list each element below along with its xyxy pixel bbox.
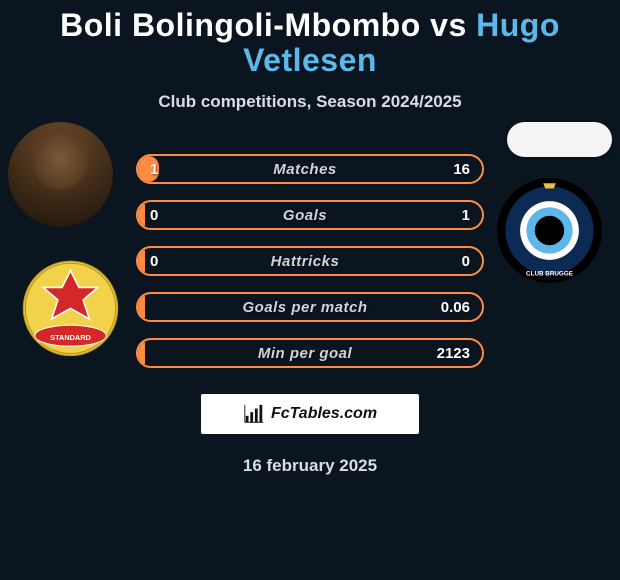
svg-text:STANDARD: STANDARD — [50, 333, 91, 342]
stats-list: 1 Matches 16 0 Goals 1 0 Hattricks 0 Goa… — [136, 154, 484, 368]
stat-fill — [138, 340, 145, 366]
vs-label: vs — [430, 7, 467, 43]
date-label: 16 february 2025 — [243, 456, 377, 476]
stat-right-value: 1 — [430, 207, 470, 224]
stat-left-value: 0 — [150, 207, 180, 224]
stat-row: 1 Matches 16 — [136, 154, 484, 184]
player1-avatar — [8, 122, 113, 227]
stat-fill — [138, 248, 145, 274]
player1-club-crest: STANDARD — [18, 258, 123, 363]
stat-fill — [138, 202, 145, 228]
stat-label: Goals per match — [180, 299, 430, 316]
player1-name: Boli Bolingoli-Mbombo — [60, 7, 421, 43]
stat-left-value: 1 — [150, 161, 180, 178]
stat-row: Goals per match 0.06 — [136, 292, 484, 322]
stat-left-value: 0 — [150, 253, 180, 270]
site-link[interactable]: FcTables.com — [201, 394, 419, 434]
stat-row: 0 Hattricks 0 — [136, 246, 484, 276]
stat-label: Matches — [180, 161, 430, 178]
stat-label: Min per goal — [180, 345, 430, 362]
stat-right-value: 0.06 — [430, 299, 470, 316]
site-name: FcTables.com — [271, 405, 377, 423]
stat-fill — [138, 294, 145, 320]
comparison-card: Boli Bolingoli-Mbombo vs Hugo Vetlesen C… — [0, 0, 620, 580]
stat-right-value: 16 — [430, 161, 470, 178]
chart-icon — [243, 403, 265, 425]
svg-text:CLUB BRUGGE: CLUB BRUGGE — [526, 271, 573, 278]
subtitle: Club competitions, Season 2024/2025 — [158, 92, 461, 112]
stat-row: Min per goal 2123 — [136, 338, 484, 368]
page-title: Boli Bolingoli-Mbombo vs Hugo Vetlesen — [0, 8, 620, 78]
stat-label: Hattricks — [180, 253, 430, 270]
player2-club-crest: CLUB BRUGGE — [497, 178, 602, 283]
player2-avatar — [507, 122, 612, 157]
stat-label: Goals — [180, 207, 430, 224]
stat-row: 0 Goals 1 — [136, 200, 484, 230]
stat-right-value: 2123 — [430, 345, 470, 362]
stat-right-value: 0 — [430, 253, 470, 270]
